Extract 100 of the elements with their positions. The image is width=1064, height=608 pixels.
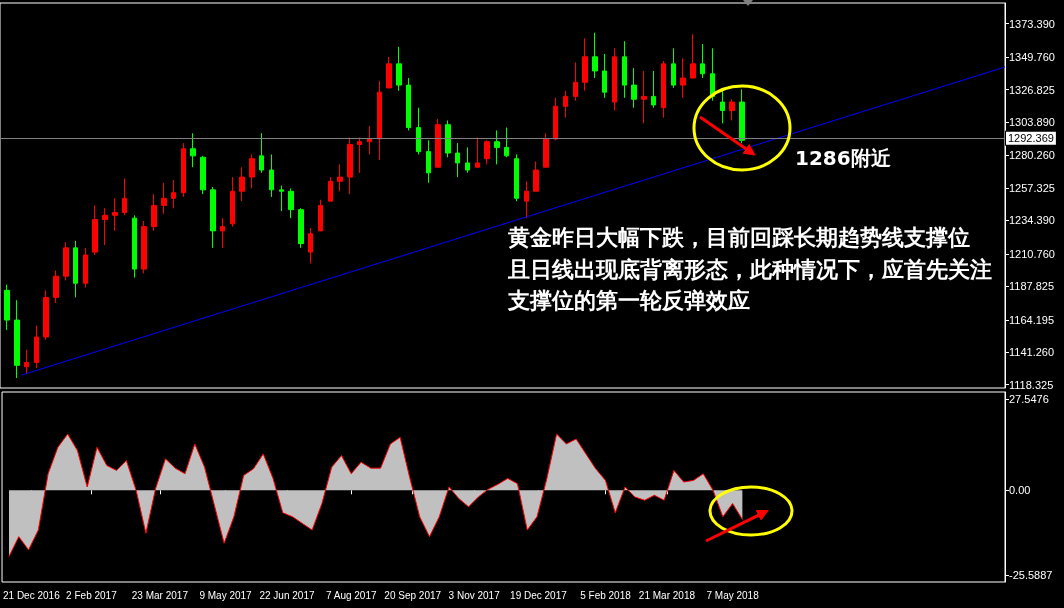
y-tick-label: 1280.260 [1009, 149, 1055, 162]
x-tick-label: 3 Nov 2017 [448, 589, 501, 601]
x-tick-label: 20 Sep 2017 [384, 589, 442, 601]
x-tick-label: 7 Aug 2017 [325, 589, 377, 601]
candlestick [406, 77, 411, 131]
y-tick-label: 0.00 [1009, 484, 1031, 497]
candlestick [200, 155, 206, 195]
candlestick [622, 40, 627, 99]
candlestick [14, 299, 20, 379]
candlestick [367, 125, 372, 155]
candlestick [455, 142, 460, 178]
candlestick [680, 57, 686, 99]
candlestick [573, 61, 578, 102]
candlestick [514, 153, 519, 202]
candlestick [220, 217, 225, 249]
candlestick [504, 127, 509, 158]
x-tick-label: 22 Jun 2017 [259, 589, 315, 601]
annotation: 1286附近 [795, 146, 891, 170]
candlestick [661, 60, 666, 119]
candlestick [181, 142, 186, 198]
candlestick [102, 207, 108, 246]
candlestick [132, 214, 137, 279]
candlestick [651, 70, 656, 109]
candlestick [347, 136, 353, 195]
candlestick [602, 53, 607, 99]
y-tick-label: 1303.890 [1009, 116, 1055, 129]
candlestick [337, 163, 343, 192]
candlestick [190, 132, 196, 168]
candlestick [239, 166, 245, 202]
candlestick [484, 139, 490, 165]
candlestick [171, 179, 176, 209]
candlestick [563, 90, 568, 119]
candlestick [592, 32, 598, 79]
candlestick [259, 132, 264, 174]
candlestick [426, 139, 431, 184]
candlestick [612, 47, 617, 112]
candlestick [24, 349, 29, 375]
candlestick [288, 187, 294, 219]
y-tick-label: 27.5476 [1009, 393, 1049, 406]
annotation: 支撑位的第一轮反弹效应 [507, 287, 750, 313]
annotation: 黄金昨日大幅下跌，目前回踩长期趋势线支撑位 [507, 224, 970, 250]
y-tick-label: 1187.825 [1009, 280, 1055, 293]
candlestick [671, 47, 676, 89]
candlestick [445, 119, 451, 158]
candlestick [357, 136, 362, 174]
candlestick [377, 80, 382, 161]
candlestick [4, 284, 10, 331]
y-tick-label: 1349.760 [1009, 51, 1055, 64]
candlestick [641, 70, 647, 124]
candlestick [396, 46, 402, 92]
x-tick-label: 21 Mar 2018 [638, 589, 696, 601]
candlestick [269, 153, 274, 198]
candlestick [700, 43, 705, 79]
x-tick-label: 19 Dec 2017 [510, 589, 568, 601]
candlestick [543, 132, 549, 168]
candlestick [720, 90, 725, 124]
candlestick [63, 241, 69, 281]
candlestick [690, 33, 696, 79]
candlestick [122, 178, 127, 216]
candlestick [92, 204, 98, 256]
candlestick [308, 227, 313, 264]
y-tick-label: 1141.260 [1009, 346, 1055, 359]
candlestick [465, 146, 470, 174]
candlestick [279, 185, 284, 212]
y-tick-label: 1164.195 [1009, 313, 1055, 326]
candlestick [494, 129, 500, 165]
candlestick [386, 56, 392, 89]
annotation: 且日线出现底背离形态，此种情况下，应首先关注 [507, 256, 992, 282]
candlestick [710, 47, 715, 102]
x-tick-label: 21 Dec 2016 [3, 589, 61, 601]
y-tick-label: -25.5887 [1009, 569, 1053, 582]
candlestick [739, 88, 745, 144]
candlestick [141, 220, 147, 274]
ref-line-label: 1292.369 [1008, 132, 1054, 145]
candlestick [631, 67, 637, 109]
candlestick [582, 37, 588, 92]
candlestick [475, 136, 480, 168]
y-tick-label: 1118.325 [1009, 378, 1054, 391]
y-tick-label: 1373.390 [1009, 17, 1055, 30]
candlestick [524, 180, 529, 219]
candlestick [161, 182, 167, 215]
x-tick-label: 5 Feb 2018 [580, 589, 632, 601]
candlestick [328, 176, 333, 202]
x-tick-label: 2 Feb 2017 [66, 589, 118, 601]
candlestick [435, 118, 441, 168]
candlestick [34, 325, 39, 369]
candlestick [533, 161, 539, 192]
x-tick-label: 9 May 2017 [199, 589, 253, 601]
y-tick-label: 1234.390 [1009, 214, 1055, 227]
candlestick [729, 98, 735, 121]
candlestick [249, 153, 255, 189]
x-tick-label: 7 May 2018 [706, 589, 760, 601]
candlestick [43, 289, 49, 341]
y-tick-label: 1210.760 [1009, 247, 1055, 260]
candlestick [553, 97, 558, 141]
y-tick-label: 1326.825 [1009, 83, 1055, 96]
candlestick [112, 197, 118, 232]
candlestick [298, 207, 304, 249]
candlestick [73, 240, 78, 298]
x-tick-label: 23 Mar 2017 [131, 589, 189, 601]
